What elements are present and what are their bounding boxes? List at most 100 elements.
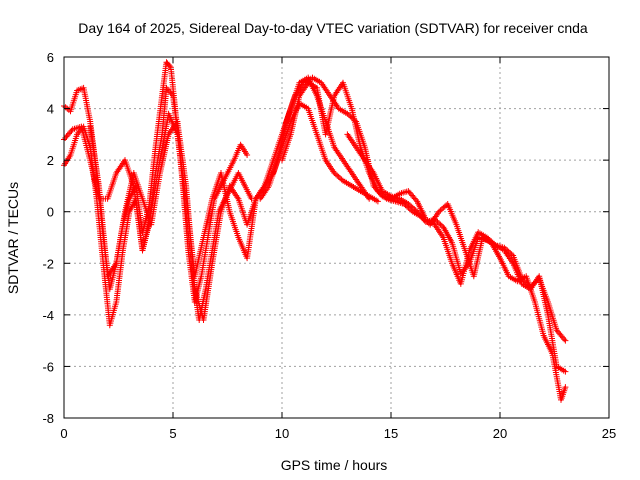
data-point (350, 172, 353, 174)
data-point (226, 172, 229, 174)
series-trace-6 (279, 79, 569, 403)
data-point (446, 203, 449, 205)
data-point (547, 301, 549, 303)
data-point (200, 275, 203, 277)
data-point (89, 125, 91, 128)
data-point (246, 154, 248, 156)
data-point (416, 200, 418, 203)
data-point (159, 172, 161, 174)
data-point (346, 112, 349, 115)
data-point (259, 198, 262, 200)
data-point (228, 185, 231, 187)
data-point (355, 146, 357, 149)
data-point (281, 159, 283, 161)
data-point-markers (257, 74, 569, 375)
data-point (333, 146, 336, 149)
data-point (69, 154, 72, 156)
data-point (128, 210, 131, 213)
data-point (368, 195, 371, 198)
data-point (342, 179, 344, 182)
data-point (324, 159, 327, 161)
data-point (551, 352, 554, 355)
y-tick-label: -8 (42, 411, 54, 426)
data-point (451, 262, 453, 265)
data-point (512, 254, 514, 257)
data-point (285, 120, 288, 123)
x-tick-label: 10 (275, 426, 289, 441)
data-point (303, 81, 305, 84)
data-point (237, 172, 240, 174)
y-axis-label: SDTVAR / TECUs (5, 182, 21, 294)
data-point (161, 94, 163, 97)
data-point (333, 94, 336, 97)
data-point (198, 319, 200, 321)
data-point (298, 94, 301, 97)
data-point (276, 159, 279, 161)
data-point (507, 275, 510, 277)
data-point (364, 159, 366, 161)
data-point (141, 198, 144, 200)
data-point (529, 285, 532, 288)
data-point (329, 94, 331, 97)
data-point (244, 185, 246, 187)
plot-frame (63, 56, 610, 419)
data-point (108, 288, 111, 290)
data-point (108, 324, 111, 326)
data-point (364, 146, 366, 149)
data-point (272, 159, 275, 161)
data-point-markers (344, 131, 569, 344)
data-point (165, 87, 168, 89)
data-point (534, 301, 536, 303)
data-point (82, 87, 85, 89)
data-point (346, 133, 349, 136)
y-tick-label: -6 (42, 359, 54, 374)
data-point (438, 210, 440, 213)
data-point (211, 198, 214, 200)
data-point (106, 198, 109, 200)
x-tick-label: 5 (169, 426, 176, 441)
data-point (233, 159, 235, 161)
data-point (564, 370, 567, 373)
data-point (176, 120, 179, 123)
data-point (477, 236, 480, 239)
data-point (324, 133, 327, 136)
series-trace-4 (87, 100, 381, 323)
data-point (442, 236, 445, 239)
data-point (342, 159, 344, 161)
y-tick-label: -4 (42, 308, 54, 323)
data-point (381, 190, 384, 192)
data-point (516, 280, 519, 283)
data-point (202, 236, 205, 239)
data-point (294, 94, 296, 97)
x-tick-label: 20 (493, 426, 507, 441)
data-point (499, 257, 501, 259)
data-point (237, 198, 240, 200)
data-point (311, 76, 314, 79)
y-tick-label: 2 (47, 153, 54, 168)
series-trace-7 (344, 131, 569, 344)
data-point (359, 190, 362, 192)
data-point (76, 89, 78, 92)
data-point (525, 275, 527, 277)
data-point (115, 172, 118, 174)
y-tick-label: 6 (47, 50, 54, 65)
x-tick-label: 25 (602, 426, 616, 441)
data-point (228, 210, 231, 213)
data-point (167, 112, 170, 115)
data-point (132, 172, 135, 174)
x-tick-label: 0 (60, 426, 67, 441)
data-point (407, 190, 410, 192)
data-point (185, 185, 187, 187)
data-point (416, 210, 418, 213)
x-axis-label: GPS time / hours (281, 457, 388, 473)
axis-ticks: 0 5 10 15 20 25 -8 -6 -4 -2 0 2 4 6 (42, 50, 616, 441)
data-point (250, 198, 253, 200)
data-point (115, 262, 118, 265)
data-point (359, 146, 362, 149)
data-point (316, 133, 318, 136)
data-point (377, 200, 379, 203)
data-point (220, 210, 222, 213)
data-point (459, 283, 462, 285)
data-point (333, 172, 336, 174)
data-point (80, 125, 83, 128)
